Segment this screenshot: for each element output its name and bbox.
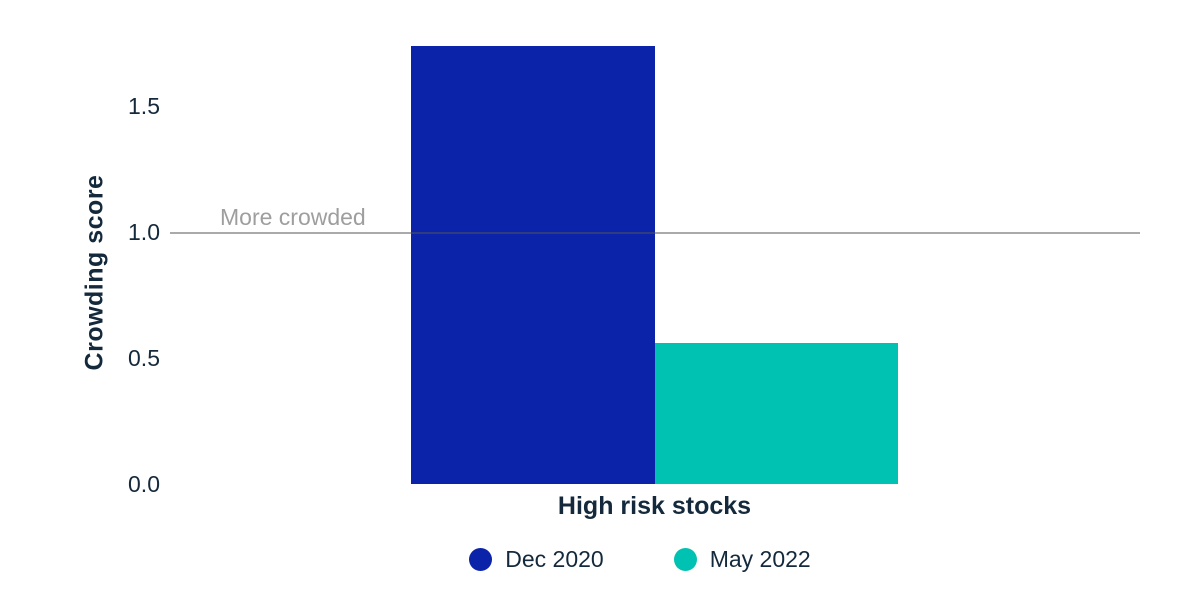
legend: Dec 2020 May 2022 [80,546,1200,573]
y-tick-1: 0.5 [128,345,160,371]
legend-swatch-dec-2020-icon [469,548,493,571]
x-axis-category-label: High risk stocks [557,492,752,520]
y-axis-label: Crowding score [80,174,109,371]
reference-line-label: More crowded [220,204,366,230]
y-tick-2: 1.0 [128,219,160,245]
legend-label-dec-2020: Dec 2020 [505,546,604,572]
bar-dec-2020 [411,46,655,484]
bar-may-2022 [655,343,898,484]
legend-item-may-2022: May 2022 [673,546,811,573]
y-tick-3: 1.5 [128,93,160,119]
reference-line [170,232,1140,234]
legend-swatch-may-2022-icon [673,548,697,571]
legend-label-may-2022: May 2022 [709,546,811,572]
y-tick-0: 0.0 [128,471,160,497]
legend-item-dec-2020: Dec 2020 [469,546,604,573]
